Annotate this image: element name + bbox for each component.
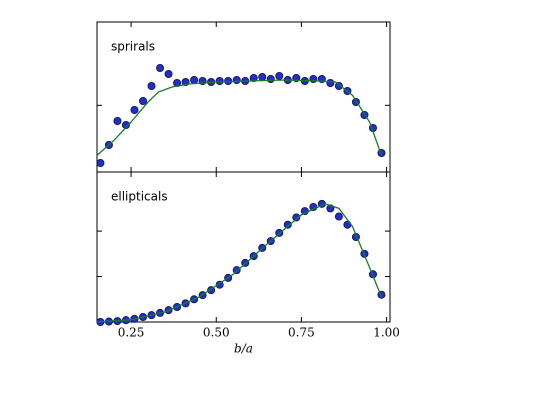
data-point bbox=[266, 75, 275, 84]
panel-label: ellipticals bbox=[111, 190, 168, 204]
data-point bbox=[113, 117, 122, 126]
data-point bbox=[377, 148, 386, 157]
data-point bbox=[326, 79, 335, 88]
x-tick-label: 0.75 bbox=[288, 326, 315, 340]
data-point bbox=[190, 76, 199, 85]
data-point bbox=[275, 72, 284, 81]
data-point bbox=[283, 220, 292, 229]
data-point bbox=[258, 73, 267, 82]
model-line bbox=[96, 79, 383, 156]
x-axis-label: b/a bbox=[234, 342, 253, 356]
x-tick-label: 0.50 bbox=[203, 326, 230, 340]
model-line bbox=[96, 203, 383, 323]
data-point bbox=[96, 158, 105, 167]
data-point bbox=[334, 212, 343, 221]
data-point bbox=[292, 213, 301, 222]
data-point bbox=[164, 70, 173, 79]
data-point bbox=[156, 64, 165, 73]
data-point bbox=[130, 106, 139, 115]
data-point bbox=[121, 121, 130, 130]
data-point bbox=[215, 77, 224, 86]
data-point bbox=[147, 82, 156, 91]
x-tick-label: 1.00 bbox=[373, 326, 400, 340]
data-point bbox=[249, 74, 258, 83]
data-point bbox=[232, 76, 241, 85]
panel-label: sprirals bbox=[111, 40, 155, 54]
panel-frame bbox=[96, 171, 391, 323]
data-point bbox=[138, 97, 147, 106]
x-tick-label: 0.25 bbox=[118, 326, 145, 340]
data-point bbox=[334, 82, 343, 91]
